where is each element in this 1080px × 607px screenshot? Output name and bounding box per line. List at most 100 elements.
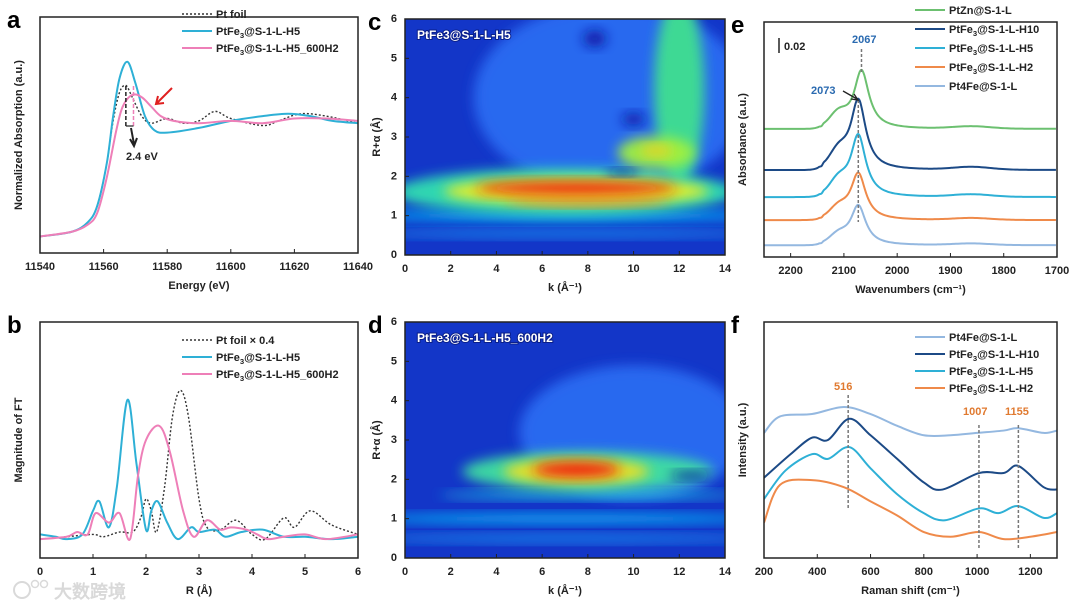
plot-frame bbox=[39, 16, 359, 254]
peak-label: 516 bbox=[834, 381, 852, 393]
x-tick-label: 10 bbox=[627, 263, 639, 275]
x-tick-label: 2100 bbox=[832, 265, 856, 277]
x-tick-label: 12 bbox=[673, 263, 685, 275]
logo-icon bbox=[30, 579, 40, 589]
panel-b: Pt foil × 0.4 PtFe3@S-1-L-H5 PtFe3@S-1-L-H… bbox=[7, 312, 361, 597]
x-axis-label: k (Å⁻¹) bbox=[548, 281, 582, 294]
peak-label: 2067 bbox=[852, 34, 876, 46]
series-line bbox=[40, 424, 358, 541]
peak-label: 1007 bbox=[963, 406, 987, 418]
x-tick-label: 4 bbox=[249, 566, 256, 578]
x-tick-label: 11620 bbox=[279, 261, 309, 273]
x-tick-label: 1800 bbox=[991, 265, 1015, 277]
plot-area bbox=[764, 405, 1057, 541]
heatmap-hotspot bbox=[640, 145, 673, 156]
panel-label: f bbox=[731, 312, 740, 339]
panel-a: Pt foil PtFe3@S-1-L-H5 PtFe3@S-1-L-H5_600H… bbox=[7, 7, 373, 292]
legend-label: PtFe3@S-1-L-H10 bbox=[949, 349, 1039, 363]
annotation-edge-shift: 2.4 eV bbox=[126, 151, 158, 163]
y-tick-label: 6 bbox=[391, 316, 397, 328]
arrow-icon bbox=[842, 90, 860, 101]
logo-icon bbox=[13, 581, 31, 599]
x-tick-label: 400 bbox=[808, 566, 826, 578]
heatmap-hotspot bbox=[505, 197, 671, 206]
heatmap-hotspot bbox=[405, 534, 725, 543]
y-tick-label: 3 bbox=[391, 434, 397, 446]
heatmap-hotspot bbox=[475, 181, 677, 195]
watermark-logo: 大数跨境 bbox=[13, 579, 126, 603]
legend-label: PtFe3@S-1-L-H5 bbox=[949, 366, 1033, 380]
heatmap-hotspot bbox=[473, 19, 725, 193]
x-tick-label: 14 bbox=[719, 566, 732, 578]
series-line bbox=[764, 133, 1056, 199]
x-tick-label: 0 bbox=[402, 263, 408, 275]
x-tick-label: 2 bbox=[448, 263, 454, 275]
x-tick-label: 11540 bbox=[25, 261, 55, 273]
x-tick-label: 2 bbox=[448, 566, 454, 578]
legend-label: Pt4Fe@S-1-L bbox=[949, 81, 1017, 93]
y-axis-label: Absorbance (a.u.) bbox=[737, 93, 749, 186]
x-tick-label: 0 bbox=[402, 566, 408, 578]
x-tick-label: 11600 bbox=[216, 261, 246, 273]
panel-label: a bbox=[7, 7, 21, 34]
series-line bbox=[764, 417, 1057, 491]
legend-label: PtFe3@S-1-L-H2 bbox=[949, 62, 1033, 76]
series-line bbox=[40, 93, 358, 238]
x-tick-label: 5 bbox=[302, 566, 308, 578]
x-tick-label: 3 bbox=[196, 566, 202, 578]
x-tick-label: 0 bbox=[37, 566, 43, 578]
heatmap-title: PtFe3@S-1-L-H5 bbox=[417, 28, 511, 42]
y-tick-label: 6 bbox=[391, 13, 397, 25]
y-tick-label: 2 bbox=[391, 473, 397, 485]
panel-label: e bbox=[731, 12, 744, 39]
x-tick-label: 1 bbox=[90, 566, 96, 578]
heatmap-hotspot bbox=[533, 461, 620, 478]
y-axis-label: R+α (Å) bbox=[370, 420, 383, 460]
x-tick-label: 11640 bbox=[343, 261, 373, 273]
panel-label: c bbox=[368, 9, 381, 36]
x-tick-label: 1000 bbox=[965, 566, 989, 578]
series-line bbox=[764, 405, 1057, 438]
x-tick-label: 8 bbox=[585, 566, 591, 578]
x-tick-label: 6 bbox=[539, 263, 545, 275]
plot-area bbox=[405, 322, 725, 558]
series-line bbox=[40, 389, 358, 541]
y-axis-label: Magnitude of FT bbox=[13, 397, 25, 482]
series-line bbox=[764, 478, 1057, 541]
legend-label: PtFe3@S-1-L-H5_600H2 bbox=[216, 369, 339, 383]
y-axis-label: R+α (Å) bbox=[370, 117, 383, 157]
x-tick-label: 1900 bbox=[938, 265, 962, 277]
plot-area bbox=[40, 60, 358, 238]
y-tick-label: 5 bbox=[391, 52, 397, 64]
x-tick-label: 800 bbox=[915, 566, 933, 578]
x-tick-label: 1700 bbox=[1045, 265, 1069, 277]
x-tick-label: 10 bbox=[627, 566, 639, 578]
x-tick-label: 6 bbox=[539, 566, 545, 578]
legend-label: PtZn@S-1-L bbox=[949, 5, 1012, 17]
y-axis-label: Normalized Absorption (a.u.) bbox=[13, 60, 25, 210]
heatmap-hotspot bbox=[606, 169, 639, 176]
logo-icon bbox=[39, 579, 49, 589]
panel-label: b bbox=[7, 312, 22, 339]
x-tick-label: 4 bbox=[493, 263, 500, 275]
plot-area bbox=[405, 19, 725, 255]
y-tick-label: 1 bbox=[391, 513, 397, 525]
panel-e: PtZn@S-1-L PtFe3@S-1-L-H10 PtFe3@S-1-L-H5 P… bbox=[731, 5, 1069, 296]
legend-label: PtFe3@S-1-L-H2 bbox=[949, 383, 1033, 397]
y-axis-label: Intensity (a.u.) bbox=[737, 402, 749, 477]
legend-label: PtFe3@S-1-L-H10 bbox=[949, 24, 1039, 38]
x-axis-label: Energy (eV) bbox=[168, 280, 229, 292]
x-tick-label: 200 bbox=[755, 566, 773, 578]
y-tick-label: 0 bbox=[391, 552, 397, 564]
legend-label: PtFe3@S-1-L-H5 bbox=[949, 43, 1033, 57]
x-tick-label: 12 bbox=[673, 566, 685, 578]
heatmap-hotspot bbox=[405, 513, 725, 524]
legend-label: PtFe3@S-1-L-H5_600H2 bbox=[216, 43, 339, 57]
panel-label: d bbox=[368, 312, 383, 339]
y-tick-label: 3 bbox=[391, 131, 397, 143]
series-line bbox=[764, 446, 1057, 522]
red-arrow-icon bbox=[154, 87, 173, 106]
plot-frame bbox=[763, 21, 1058, 258]
legend-label: PtFe3@S-1-L-H5 bbox=[216, 26, 300, 40]
